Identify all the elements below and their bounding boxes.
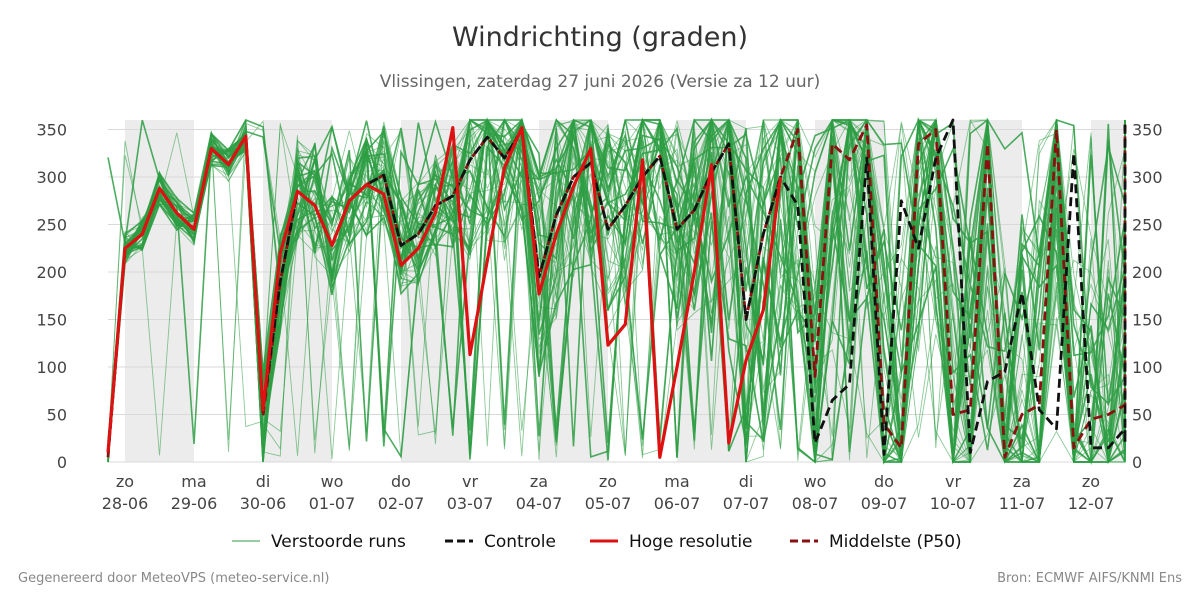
y-tick-left-100: 100	[36, 358, 67, 377]
y-tick-right-150: 150	[1132, 311, 1163, 330]
y-tick-right-100: 100	[1132, 358, 1163, 377]
x-tick-date-12: 10-07	[930, 494, 977, 513]
x-tick-day-2: di	[256, 472, 271, 491]
y-tick-right-200: 200	[1132, 263, 1163, 282]
x-tick-date-6: 04-07	[516, 494, 563, 513]
x-tick-date-9: 07-07	[723, 494, 770, 513]
series-controle	[106, 118, 1127, 456]
y-tick-right-350: 350	[1132, 121, 1163, 140]
x-tick-date-5: 03-07	[447, 494, 494, 513]
x-tick-day-9: di	[739, 472, 754, 491]
x-tick-date-8: 06-07	[654, 494, 701, 513]
series-hoge-resolutie	[106, 125, 783, 459]
y-tick-left-50: 50	[47, 406, 67, 425]
x-tick-day-4: do	[391, 472, 411, 491]
series-middelste-p50-	[106, 123, 1127, 459]
y-tick-left-200: 200	[36, 263, 67, 282]
axis-labels: 0 0 50 50 100 100 150 150 200 200 250 250 300 300 350 3…	[36, 121, 1162, 514]
x-tick-date-2: 30-06	[240, 494, 287, 513]
ensemble-member-29	[107, 119, 1126, 464]
y-tick-right-300: 300	[1132, 168, 1163, 187]
x-tick-day-11: do	[874, 472, 894, 491]
x-tick-day-8: ma	[664, 472, 689, 491]
x-tick-date-4: 02-07	[378, 494, 425, 513]
legend-label-3: Middelste (P50)	[829, 532, 962, 552]
x-tick-day-7: zo	[599, 472, 617, 491]
y-tick-right-250: 250	[1132, 216, 1163, 235]
y-tick-left-350: 350	[36, 121, 67, 140]
legend-label-2: Hoge resolutie	[629, 532, 753, 552]
x-tick-date-10: 08-07	[792, 494, 839, 513]
legend-label-0: Verstoorde runs	[271, 532, 406, 552]
ensemble-member-15	[107, 117, 1126, 463]
x-tick-date-3: 01-07	[309, 494, 356, 513]
y-tick-left-0: 0	[57, 453, 67, 472]
y-tick-right-0: 0	[1132, 453, 1142, 472]
x-tick-date-1: 29-06	[171, 494, 218, 513]
x-tick-day-6: za	[530, 472, 548, 491]
x-tick-day-14: zo	[1082, 472, 1100, 491]
chart-title: Windrichting (graden)	[451, 22, 749, 53]
x-tick-date-0: 28-06	[102, 494, 149, 513]
x-tick-day-0: zo	[116, 472, 134, 491]
x-tick-date-14: 12-07	[1068, 494, 1115, 513]
x-tick-day-1: ma	[181, 472, 206, 491]
x-tick-day-13: za	[1013, 472, 1031, 491]
footer-generated-by: Gegenereerd door MeteoVPS (meteo-service…	[18, 571, 330, 586]
x-tick-day-10: wo	[804, 472, 827, 491]
x-tick-date-7: 05-07	[585, 494, 632, 513]
x-tick-day-5: vr	[462, 472, 478, 491]
series-lines	[106, 118, 1127, 459]
y-tick-left-300: 300	[36, 168, 67, 187]
x-tick-day-12: vr	[945, 472, 961, 491]
y-tick-left-150: 150	[36, 311, 67, 330]
x-tick-day-3: wo	[321, 472, 344, 491]
x-tick-date-13: 11-07	[999, 494, 1046, 513]
legend: Verstoorde runs Controle Hoge resolutie Mid…	[232, 532, 962, 552]
chart-subtitle: Vlissingen, zaterdag 27 juni 2026 (Versi…	[379, 72, 821, 92]
x-tick-date-11: 09-07	[861, 494, 908, 513]
legend-label-1: Controle	[484, 532, 556, 552]
y-tick-right-50: 50	[1132, 406, 1152, 425]
footer-source: Bron: ECMWF AIFS/KNMI Ens	[997, 571, 1182, 586]
y-tick-left-250: 250	[36, 216, 67, 235]
